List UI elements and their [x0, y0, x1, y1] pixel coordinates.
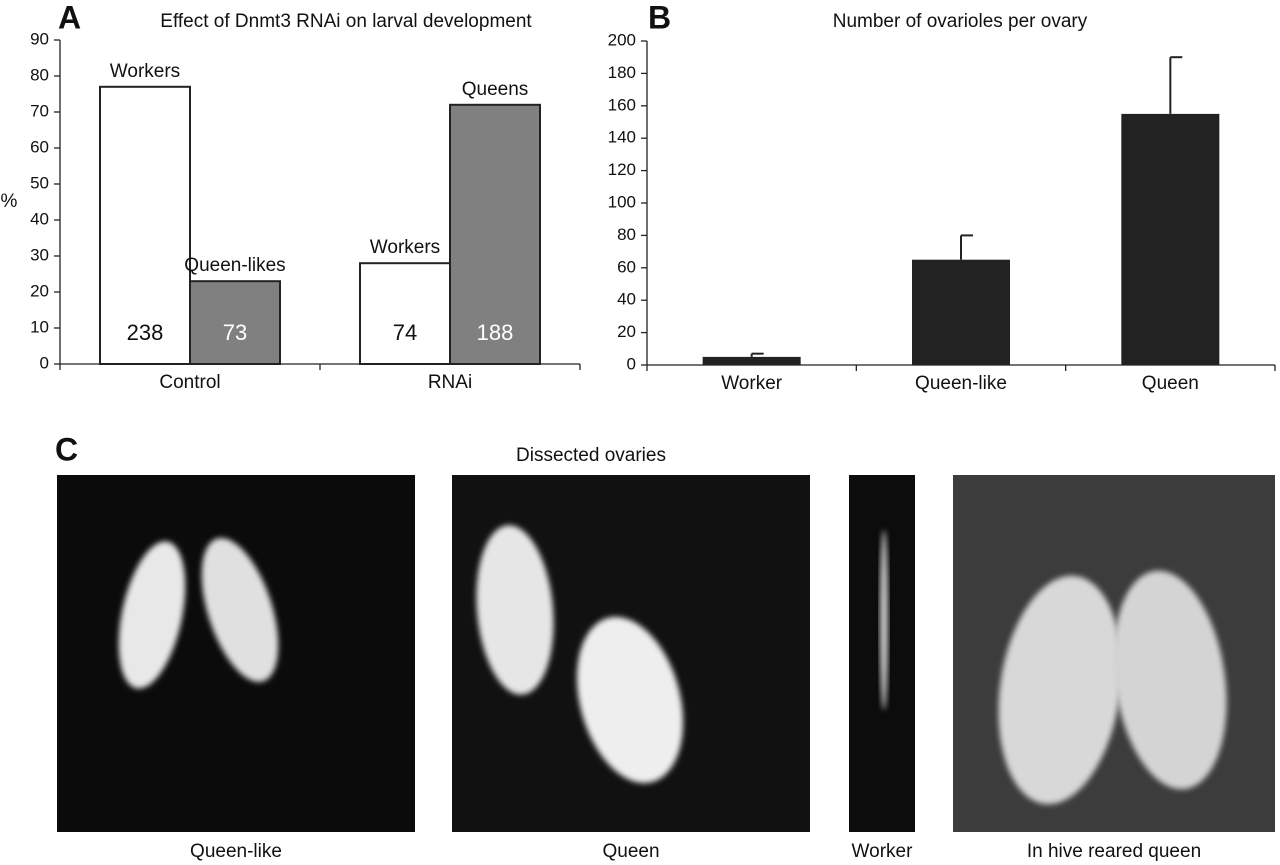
photo-worker	[849, 475, 915, 832]
y-tick-label: 20	[30, 281, 49, 300]
bar	[702, 356, 801, 365]
panel-title: Dissected ovaries	[516, 445, 666, 466]
bar-label: Queen-likes	[184, 255, 285, 276]
y-tick-label: 20	[617, 322, 636, 341]
bar-label: Queens	[462, 79, 529, 100]
bar-count: 238	[127, 320, 164, 345]
bar	[359, 262, 451, 366]
image-caption: Worker	[852, 841, 914, 862]
y-tick-label: 70	[30, 101, 49, 120]
x-tick-label: Queen	[1142, 373, 1199, 394]
x-tick-label: Control	[159, 372, 220, 393]
panel-label: A	[58, 0, 81, 35]
y-tick-label: 140	[608, 128, 636, 147]
chart-title: Effect of Dnmt3 RNAi on larval developme…	[160, 11, 532, 32]
bar	[99, 85, 191, 366]
y-tick-label: 50	[30, 173, 49, 192]
bar-count: 73	[223, 320, 247, 345]
y-tick-label: 40	[617, 290, 636, 309]
panel-label: B	[648, 0, 671, 35]
bar	[189, 280, 281, 366]
y-tick-label: 0	[627, 354, 636, 373]
y-tick-label: 30	[30, 245, 49, 264]
y-tick-label: 80	[30, 65, 49, 84]
bar-label: Workers	[370, 237, 440, 258]
y-tick-label: 120	[608, 160, 636, 179]
y-tick-label: 200	[608, 30, 636, 49]
bar-count: 74	[393, 320, 417, 345]
y-tick-label: 90	[30, 29, 49, 48]
x-tick-label: Queen-like	[915, 373, 1007, 394]
y-tick-label: 60	[30, 137, 49, 156]
image-caption: In hive reared queen	[1027, 841, 1201, 862]
photo-hive-queen	[953, 475, 1275, 832]
image-caption: Queen	[602, 841, 659, 862]
x-tick-label: RNAi	[428, 372, 472, 393]
y-tick-label: 0	[40, 353, 49, 372]
bar-label: Workers	[110, 61, 180, 82]
bar	[449, 103, 541, 366]
image-caption: Queen-like	[190, 841, 282, 862]
y-tick-label: 40	[30, 209, 49, 228]
y-tick-label: 60	[617, 257, 636, 276]
bar	[912, 259, 1010, 365]
y-tick-label: 180	[608, 63, 636, 82]
y-tick-label: 10	[30, 317, 49, 336]
chart-title: Number of ovarioles per ovary	[833, 11, 1088, 32]
y-tick-label: 160	[608, 95, 636, 114]
y-axis-label: %	[1, 191, 18, 212]
bar	[1121, 113, 1220, 366]
panel-label: C	[55, 431, 78, 467]
bar-count: 188	[477, 320, 514, 345]
photo-queen	[452, 475, 810, 832]
photo-queen-like	[57, 475, 415, 832]
y-tick-label: 100	[608, 192, 636, 211]
y-tick-label: 80	[617, 225, 636, 244]
x-tick-label: Worker	[721, 373, 783, 394]
